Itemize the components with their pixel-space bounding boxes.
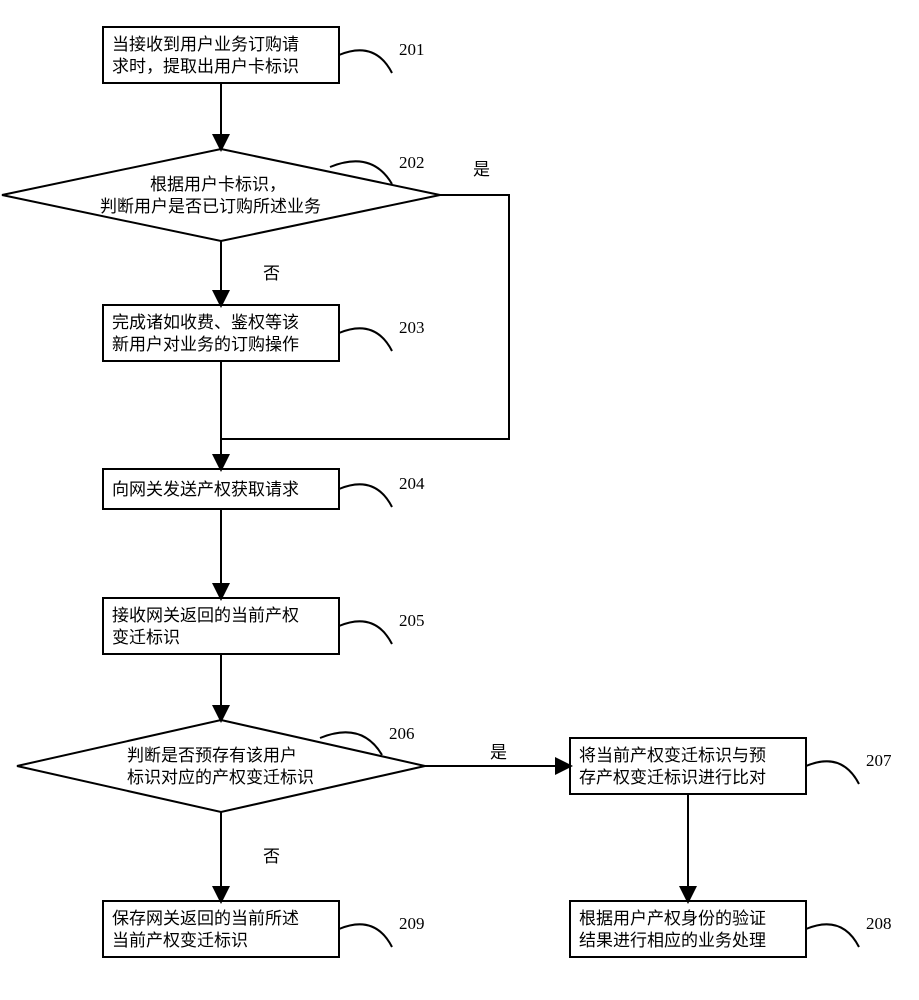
leader-203 xyxy=(339,328,392,351)
edge-206-no-label: 否 xyxy=(263,847,280,866)
node-207-text-2: 存产权变迁标识进行比对 xyxy=(579,768,766,787)
node-204-text-1: 向网关发送产权获取请求 xyxy=(112,480,299,499)
node-201-text-2: 求时，提取出用户卡标识 xyxy=(112,57,299,76)
node-205-text-1: 接收网关返回的当前产权 xyxy=(112,606,299,625)
edge-206-no: 否 xyxy=(221,812,280,901)
label-207: 207 xyxy=(866,751,892,770)
edge-206-yes: 是 xyxy=(425,743,570,766)
label-204: 204 xyxy=(399,474,425,493)
node-208-text-2: 结果进行相应的业务处理 xyxy=(579,931,766,950)
leader-205 xyxy=(339,621,392,644)
node-208-text-1: 根据用户产权身份的验证 xyxy=(579,909,766,928)
label-203: 203 xyxy=(399,318,425,337)
node-201: 当接收到用户业务订购请 求时，提取出用户卡标识 201 xyxy=(103,27,425,83)
node-202-text-1: 根据用户卡标识， xyxy=(150,175,286,194)
node-201-text-1: 当接收到用户业务订购请 xyxy=(112,35,299,54)
label-209: 209 xyxy=(399,914,425,933)
flowchart-canvas: 当接收到用户业务订购请 求时，提取出用户卡标识 201 根据用户卡标识， 判断用… xyxy=(0,0,919,1000)
node-209-text-2: 当前产权变迁标识 xyxy=(112,931,248,950)
node-209-text-1: 保存网关返回的当前所述 xyxy=(112,909,299,928)
node-206-text-2: 标识对应的产权变迁标识 xyxy=(127,768,314,787)
node-203: 完成诸如收费、鉴权等该 新用户对业务的订购操作 203 xyxy=(103,305,425,361)
node-206: 判断是否预存有该用户 标识对应的产权变迁标识 206 xyxy=(17,720,425,812)
edge-202-yes-label: 是 xyxy=(473,160,490,179)
node-205: 接收网关返回的当前产权 变迁标识 205 xyxy=(103,598,425,654)
node-203-text-2: 新用户对业务的订购操作 xyxy=(112,335,299,354)
node-207-text-1: 将当前产权变迁标识与预 xyxy=(579,746,766,765)
node-204: 向网关发送产权获取请求 204 xyxy=(103,469,425,509)
edge-202-no-label: 否 xyxy=(263,264,280,283)
node-202-text-2: 判断用户是否已订购所述业务 xyxy=(100,197,321,216)
node-209: 保存网关返回的当前所述 当前产权变迁标识 209 xyxy=(103,901,425,957)
leader-207 xyxy=(806,761,859,784)
node-205-text-2: 变迁标识 xyxy=(112,628,180,647)
edge-206-yes-label: 是 xyxy=(490,743,507,762)
node-207: 将当前产权变迁标识与预 存产权变迁标识进行比对 207 xyxy=(570,738,892,794)
label-208: 208 xyxy=(866,914,892,933)
label-206: 206 xyxy=(389,724,415,743)
node-203-text-1: 完成诸如收费、鉴权等该 xyxy=(112,313,299,332)
edge-202-no: 否 xyxy=(221,241,280,305)
leader-204 xyxy=(339,484,392,507)
label-202: 202 xyxy=(399,153,425,172)
node-202: 根据用户卡标识， 判断用户是否已订购所述业务 202 xyxy=(2,149,440,241)
leader-201 xyxy=(339,50,392,73)
leader-202 xyxy=(330,161,392,184)
node-206-text-1: 判断是否预存有该用户 xyxy=(127,746,297,765)
leader-208 xyxy=(806,924,859,947)
leader-209 xyxy=(339,924,392,947)
node-208: 根据用户产权身份的验证 结果进行相应的业务处理 208 xyxy=(570,901,892,957)
label-205: 205 xyxy=(399,611,425,630)
label-201: 201 xyxy=(399,40,425,59)
